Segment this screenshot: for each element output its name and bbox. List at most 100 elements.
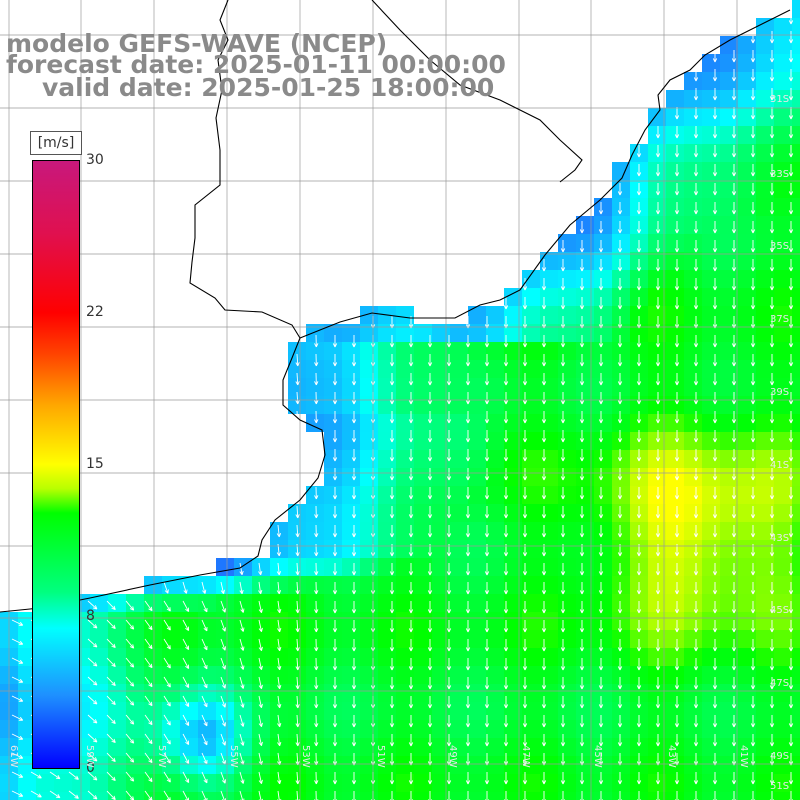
wind-speed-cell [450,486,468,504]
wind-arrow [788,259,794,272]
wind-arrow [579,506,585,519]
wind-speed-cell [468,360,486,378]
wind-arrow [598,601,604,614]
wind-speed-cell [432,612,450,630]
wind-arrow [674,563,680,576]
wind-speed-cell [594,612,612,630]
wind-arrow [579,411,585,424]
wind-arrow [712,753,718,766]
wind-arrow [769,50,775,63]
wind-speed-cell [720,306,738,324]
wind-speed-cell [198,630,216,648]
wind-arrow [427,525,433,538]
wind-speed-cell [648,504,666,522]
wind-speed-cell [792,252,800,270]
wind-arrow [484,525,490,538]
wind-arrow [769,582,775,595]
wind-speed-cell [774,324,792,342]
wind-speed-cell [684,738,702,756]
wind-speed-cell [630,324,648,342]
wind-speed-cell [414,684,432,702]
wind-speed-cell [342,540,360,558]
wind-speed-cell [684,144,702,162]
wind-arrow [617,677,623,690]
wind-arrow [617,392,623,405]
wind-arrow [351,392,357,405]
wind-arrow [484,449,490,462]
wind-arrow [522,373,528,386]
wind-arrow [446,525,452,538]
wind-speed-cell [540,468,558,486]
wind-arrow [277,714,282,728]
wind-speed-cell [270,756,288,774]
wind-arrow [617,525,623,538]
wind-arrow [750,69,756,82]
wind-speed-cell [198,576,216,594]
wind-arrow [465,525,471,538]
wind-speed-cell [342,774,360,792]
wind-speed-cell [414,378,432,396]
wind-speed-cell [108,702,126,720]
wind-speed-cell [126,648,144,666]
wind-arrow [408,354,414,367]
wind-speed-cell [666,756,684,774]
wind-arrow [712,164,718,177]
wind-speed-cell [468,504,486,522]
wind-speed-cell [270,666,288,684]
wind-speed-cell [702,144,720,162]
wind-arrow [769,430,775,443]
colorbar-tick-22: 22 [86,304,104,320]
wind-arrow [541,677,547,690]
wind-arrow [446,620,452,633]
wind-speed-cell [198,774,216,792]
wind-arrow [731,506,737,519]
wind-arrow [522,620,528,633]
wind-arrow [144,657,153,669]
wind-arrow [636,734,642,747]
wind-speed-cell [306,756,324,774]
wind-speed-cell [558,630,576,648]
wind-speed-cell [414,630,432,648]
wind-arrow [617,620,623,633]
wind-speed-cell [576,630,594,648]
wind-arrow [560,506,566,519]
wind-arrow [276,581,282,595]
wind-speed-cell [594,756,612,774]
wind-speed-cell [504,756,522,774]
wind-arrow [712,677,718,690]
wind-speed-cell [774,252,792,270]
wind-speed-cell [684,108,702,126]
wind-arrow [522,392,528,405]
wind-speed-cell [720,540,738,558]
wind-arrow [693,354,699,367]
wind-speed-cell [432,378,450,396]
wind-speed-cell [774,558,792,576]
wind-arrow [295,714,300,728]
wind-arrow [182,657,190,669]
wind-arrow [788,107,794,120]
wind-speed-cell [756,144,774,162]
wind-arrow [731,449,737,462]
wind-arrow [351,582,357,595]
wind-speed-cell [486,396,504,414]
wind-arrow [427,639,433,652]
wind-speed-cell [738,594,756,612]
wind-speed-cell [594,486,612,504]
wind-speed-cell [702,414,720,432]
wind-speed-cell [468,522,486,540]
wind-speed-cell [666,288,684,306]
wind-arrow [788,316,794,329]
wind-speed-cell [216,666,234,684]
wind-arrow [427,468,433,481]
wind-arrow [446,658,452,671]
wind-speed-cell [756,378,774,396]
wind-arrow [655,772,661,785]
wind-arrow [712,525,718,538]
wind-arrow [788,658,794,671]
wind-speed-cell [666,108,684,126]
wind-speed-cell [414,594,432,612]
wind-arrow [408,525,414,538]
wind-arrow [125,714,135,725]
wind-arrow [674,202,680,215]
wind-arrow [314,714,319,728]
